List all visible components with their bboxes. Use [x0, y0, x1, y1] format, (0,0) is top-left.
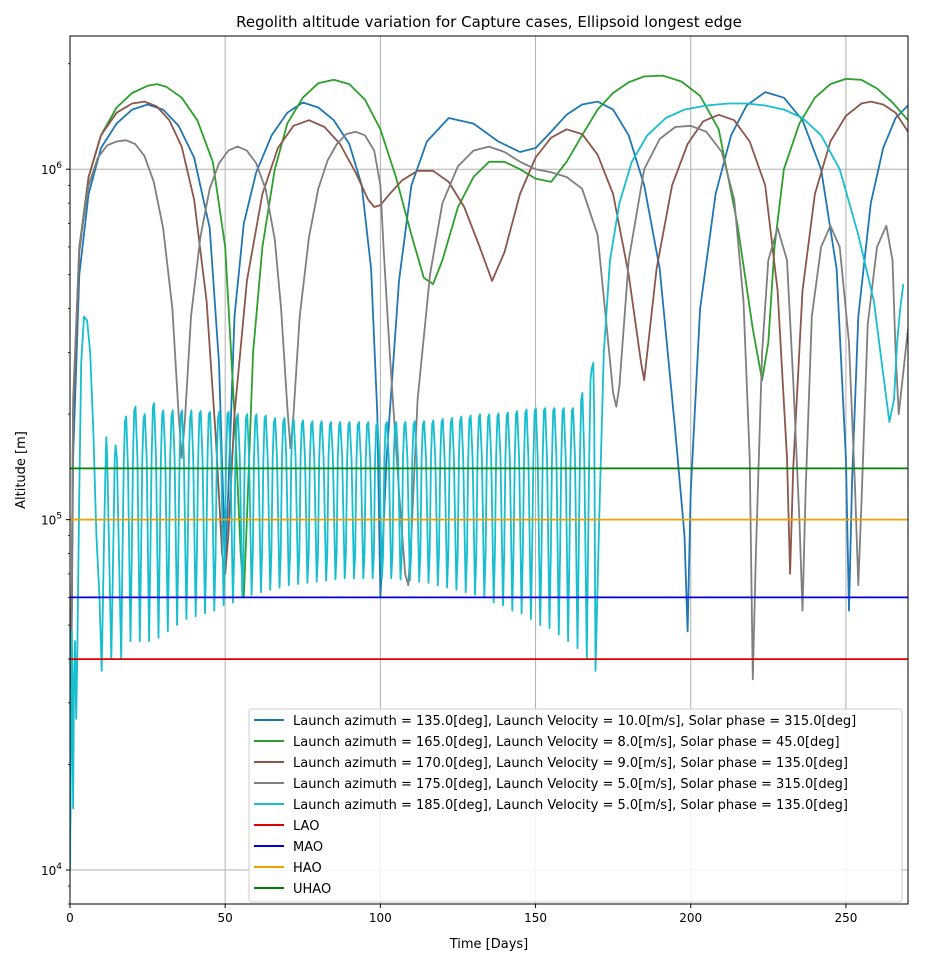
x-tick-label: 50 — [218, 911, 233, 925]
x-tick-label: 100 — [369, 911, 392, 925]
legend-label: Launch azimuth = 185.0[deg], Launch Velo… — [293, 798, 848, 813]
legend-label: Launch azimuth = 135.0[deg], Launch Velo… — [293, 714, 856, 729]
legend: Launch azimuth = 135.0[deg], Launch Velo… — [249, 709, 902, 902]
legend-label: LAO — [293, 819, 319, 834]
legend-label: Launch azimuth = 170.0[deg], Launch Velo… — [293, 756, 848, 771]
y-axis-label: Altitude [m] — [14, 431, 29, 509]
legend-label: Launch azimuth = 175.0[deg], Launch Velo… — [293, 777, 848, 792]
x-tick-label: 0 — [66, 911, 74, 925]
x-tick-label: 250 — [834, 911, 857, 925]
chart-title: Regolith altitude variation for Capture … — [236, 13, 742, 31]
legend-label: UHAO — [293, 882, 331, 897]
legend-label: HAO — [293, 861, 322, 876]
legend-label: MAO — [293, 840, 323, 855]
x-axis-label: Time [Days] — [449, 937, 529, 952]
x-tick-label: 200 — [679, 911, 702, 925]
x-tick-label: 150 — [524, 911, 547, 925]
legend-label: Launch azimuth = 165.0[deg], Launch Velo… — [293, 735, 840, 750]
